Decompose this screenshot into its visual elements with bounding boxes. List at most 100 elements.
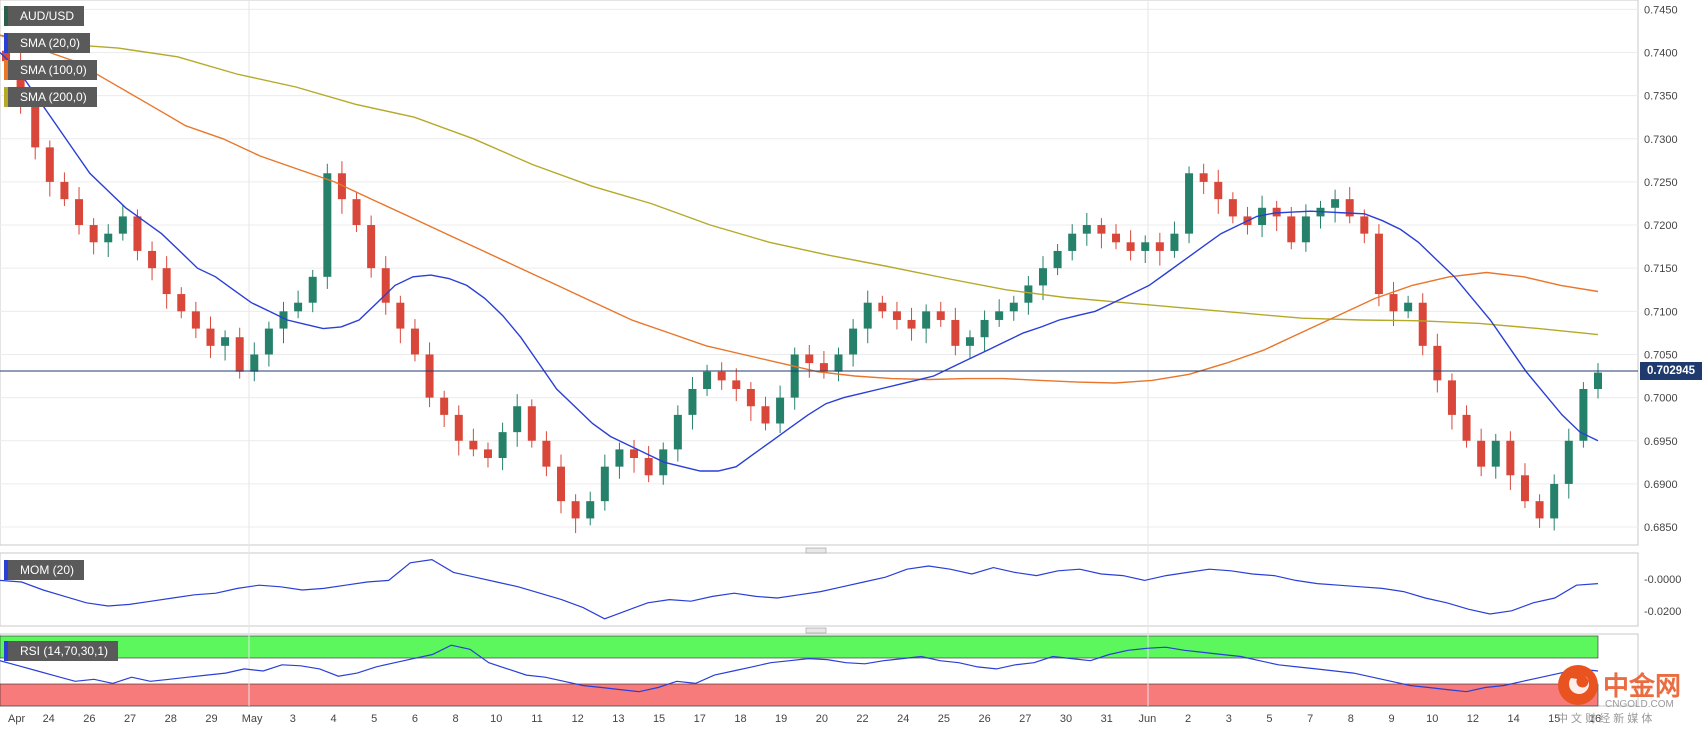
candle-body <box>688 388 697 415</box>
candle-body <box>323 173 332 277</box>
watermark-name: 中金网 <box>1603 671 1681 701</box>
x-tick-label: 18 <box>734 713 746 725</box>
candle-body <box>279 311 288 329</box>
rsi-label[interactable]: RSI (14,70,30,1) <box>4 641 119 661</box>
x-tick-label: 20 <box>816 713 828 725</box>
candle-body <box>162 268 171 295</box>
candle-body <box>834 354 843 372</box>
candle-body <box>1024 285 1033 303</box>
candle-body <box>1520 475 1529 502</box>
candle-body <box>1068 233 1077 251</box>
mom-tick-label: -0.0200 <box>1644 606 1681 618</box>
y-tick-label: 0.7100 <box>1644 306 1678 318</box>
last-price-tag: 0.702945 <box>1640 362 1702 380</box>
candle-body <box>1228 199 1237 217</box>
mom-line <box>0 558 1599 620</box>
candle-body <box>454 414 463 441</box>
candle-body <box>381 268 390 303</box>
rsi-oversold-zone <box>0 683 1599 707</box>
candle-body <box>1258 207 1267 226</box>
candle-body <box>717 371 726 381</box>
candle-body <box>425 354 434 398</box>
candle-body <box>440 397 449 415</box>
x-tick-label: 24 <box>897 713 909 725</box>
candle-body <box>177 294 186 312</box>
candle-body <box>849 328 858 355</box>
candle-body <box>367 225 376 269</box>
x-tick-label: 14 <box>1507 713 1519 725</box>
x-tick-label: 22 <box>856 713 868 725</box>
candle-body <box>133 216 142 251</box>
watermark-tagline: 中 文 财 经 新 媒 体 <box>1557 711 1652 725</box>
candle-body <box>191 311 200 329</box>
x-tick-label: 17 <box>694 713 706 725</box>
x-tick-label: 12 <box>572 713 584 725</box>
symbol-label[interactable]: AUD/USD <box>4 6 85 26</box>
candle-body <box>75 199 84 226</box>
x-tick-label: 25 <box>938 713 950 725</box>
candle-body <box>2 50 10 62</box>
candle-body <box>542 440 551 467</box>
candle-body <box>878 302 887 312</box>
x-tick-label: 5 <box>1266 713 1272 725</box>
y-tick-label: 0.6900 <box>1644 479 1678 491</box>
sma200-label[interactable]: SMA (200,0) <box>4 87 97 107</box>
x-tick-label: 31 <box>1101 713 1113 725</box>
candle-body <box>805 354 814 364</box>
candle-body <box>1345 199 1354 217</box>
candle-body <box>352 199 361 226</box>
rsi-line <box>0 644 1599 693</box>
x-tick-label: 5 <box>371 713 377 725</box>
candle-body <box>1594 372 1602 389</box>
y-tick-label: 0.7400 <box>1644 47 1678 59</box>
candle-body <box>1374 233 1383 295</box>
candle-body <box>1418 302 1427 346</box>
candle-body <box>630 449 639 459</box>
y-tick-label: 0.6950 <box>1644 436 1678 448</box>
sma100-label[interactable]: SMA (100,0) <box>4 60 97 80</box>
candle-body <box>1097 225 1106 234</box>
candle-body <box>31 104 40 148</box>
candle-body <box>1185 173 1194 234</box>
mom-panel[interactable] <box>0 552 1639 627</box>
x-axis: Apr 24 26 27 28 29 May 3 4 5 6 8 10 11 12 13 15 17 18 19 20 2… <box>8 713 1601 725</box>
candle-body <box>469 440 478 450</box>
x-tick-label: May <box>242 713 263 725</box>
candle-body <box>235 337 244 372</box>
candle-body <box>761 406 770 424</box>
cngold-watermark: 中金网 CNGOLD.COM 中 文 财 经 新 媒 体 <box>1555 660 1705 726</box>
main-panel[interactable] <box>0 0 1639 546</box>
y-tick-label: 0.7350 <box>1644 91 1678 103</box>
sma20-line <box>0 51 1599 472</box>
x-tick-label: 12 <box>1467 713 1479 725</box>
candle-body <box>732 380 741 389</box>
candle-body <box>104 233 113 243</box>
candle-body <box>410 328 419 355</box>
x-tick-label: 3 <box>1226 713 1232 725</box>
candle-body <box>776 397 785 424</box>
candle-body <box>1082 225 1091 234</box>
candle-body <box>1447 380 1456 415</box>
candle-body <box>1462 414 1471 441</box>
candle-body <box>1360 216 1369 234</box>
candle-body <box>337 173 346 200</box>
mom-resize-handle[interactable] <box>805 547 827 554</box>
sma20-label[interactable]: SMA (20,0) <box>4 33 91 53</box>
candle-body <box>936 311 945 320</box>
mom-label[interactable]: MOM (20) <box>4 560 84 580</box>
candle-body <box>892 311 901 320</box>
candle-body <box>1141 242 1150 251</box>
x-tick-label: 9 <box>1388 713 1394 725</box>
x-tick-label: 7 <box>1307 713 1313 725</box>
candle-body <box>1550 483 1559 519</box>
candle-body <box>819 363 828 372</box>
rsi-resize-handle[interactable] <box>805 627 827 634</box>
y-tick-label: 0.7150 <box>1644 263 1678 275</box>
candle-body <box>1155 242 1164 251</box>
candle-body <box>615 449 624 467</box>
candle-body <box>308 276 317 303</box>
x-tick-label: 8 <box>1348 713 1354 725</box>
candle-body <box>1214 181 1223 200</box>
